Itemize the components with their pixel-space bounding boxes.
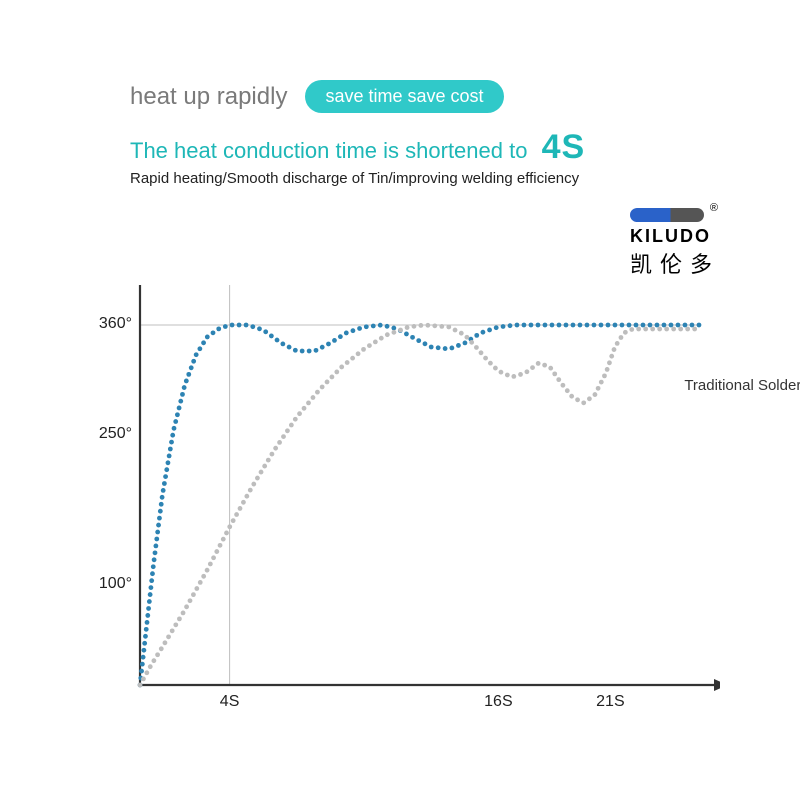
chart-annotation: Traditional Soldering Iron Tip	[684, 377, 800, 394]
x-tick-label: 16S	[484, 693, 512, 711]
y-tick-label: 250°	[84, 425, 132, 443]
pill-badge: save time save cost	[305, 80, 503, 113]
header-line-2: The heat conduction time is shortened to…	[130, 128, 585, 167]
line2-value: 4S	[542, 128, 586, 166]
title: heat up rapidly	[130, 83, 287, 111]
brand-name-cn: 凯伦多	[630, 247, 720, 279]
page: heat up rapidly save time save cost The …	[0, 0, 800, 800]
brand-icon	[630, 208, 704, 222]
line2-prefix: The heat conduction time is shortened to	[130, 138, 527, 163]
header-line-3: Rapid heating/Smooth discharge of Tin/im…	[130, 170, 579, 187]
y-tick-label: 100°	[84, 575, 132, 593]
brand-name-en: KILUDO	[630, 226, 720, 247]
header-line-1: heat up rapidly save time save cost	[130, 80, 504, 113]
chart-svg	[80, 285, 720, 715]
x-tick-label: 4S	[220, 693, 240, 711]
y-tick-label: 360°	[84, 315, 132, 333]
x-tick-label: 21S	[596, 693, 624, 711]
chart: 100°250°360° 4S16S21S Traditional Solder…	[80, 285, 720, 715]
brand-block: KILUDO 凯伦多	[630, 208, 720, 279]
